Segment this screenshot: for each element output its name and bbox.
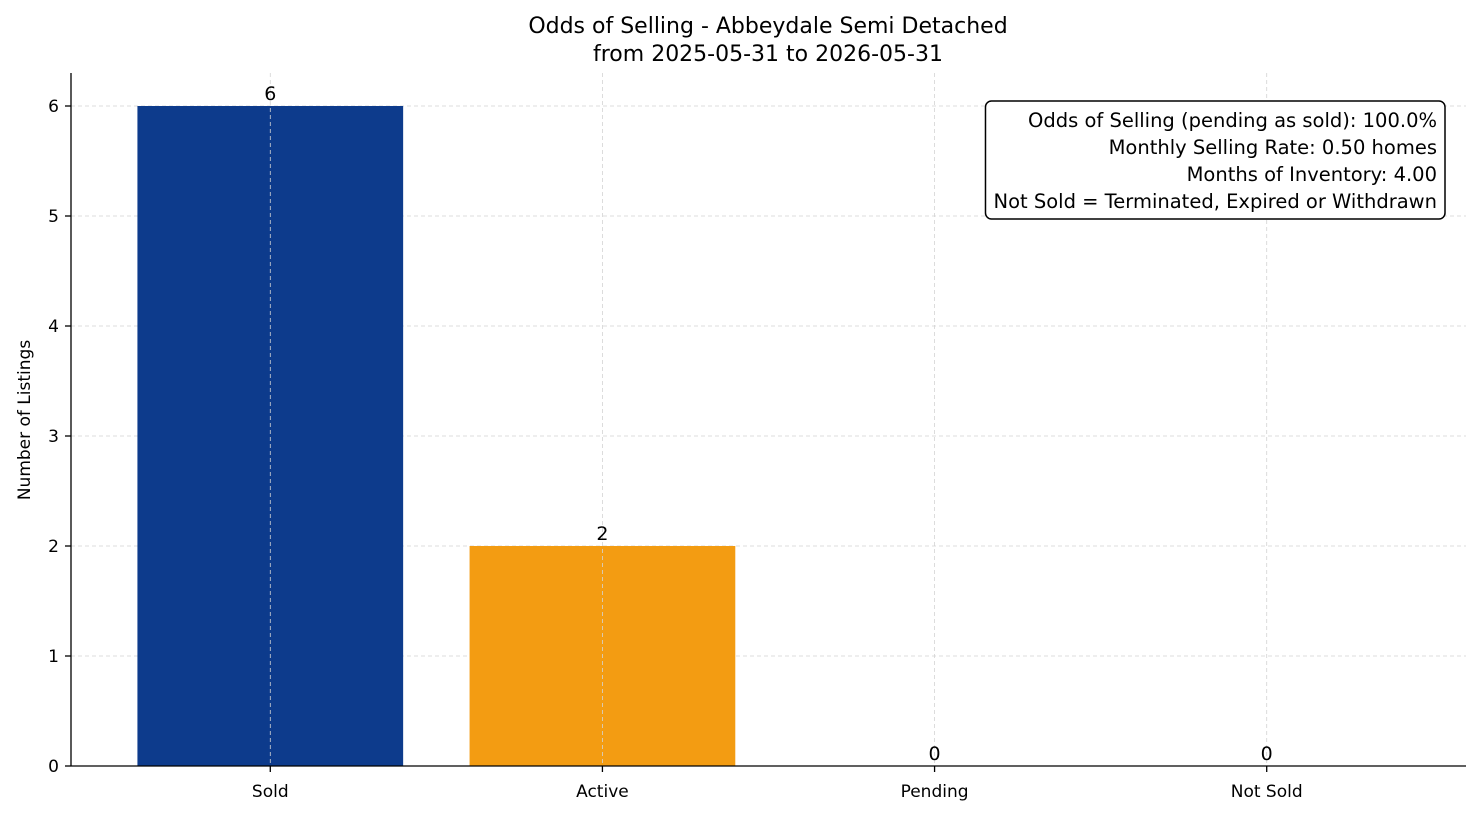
x-tick-label: Active: [576, 782, 629, 802]
bar-value-label: 2: [596, 523, 608, 545]
chart-subtitle: from 2025-05-31 to 2026-05-31: [593, 42, 943, 67]
y-axis-label: Number of Listings: [15, 340, 35, 500]
y-tick-label: 1: [48, 647, 59, 667]
y-tick-label: 4: [48, 317, 59, 337]
y-tick-label: 6: [48, 97, 59, 117]
bars: [137, 73, 1268, 766]
y-tick-label: 2: [48, 537, 59, 557]
chart-title: Odds of Selling - Abbeydale Semi Detache…: [528, 14, 1007, 39]
y-tick-label: 5: [48, 207, 59, 227]
data-labels: 6 2 0 0: [264, 83, 1273, 765]
y-tick-label: 0: [48, 757, 59, 777]
stats-box: Odds of Selling (pending as sold): 100.0…: [984, 100, 1446, 220]
stats-box-frame: [984, 100, 1446, 220]
bar-sold: [137, 106, 404, 766]
y-tick-label: 3: [48, 427, 59, 447]
axes: 0 1 2 3 4 5 6 Sold Active Pending Not Sold: [48, 73, 1466, 802]
stats-line: Monthly Selling Rate: 0.50 homes: [1109, 136, 1437, 159]
stats-line: Months of Inventory: 4.00: [1187, 163, 1437, 186]
x-tick-label: Sold: [252, 782, 289, 802]
stats-line: Odds of Selling (pending as sold): 100.0…: [1028, 109, 1437, 132]
x-tick-label: Not Sold: [1231, 782, 1303, 802]
bar-value-label: 0: [1261, 743, 1273, 765]
x-tick-label: Pending: [901, 782, 969, 802]
bar-value-label: 0: [929, 743, 941, 765]
stats-line: Not Sold = Terminated, Expired or Withdr…: [993, 190, 1437, 213]
bar-value-label: 6: [264, 83, 276, 105]
